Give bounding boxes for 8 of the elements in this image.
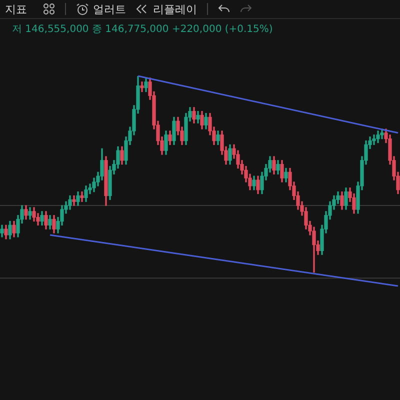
candlestick [140, 82, 144, 92]
candlestick [80, 191, 84, 202]
text: 리플레이 [153, 2, 197, 16]
candlestick [72, 195, 76, 206]
text: 얼러트 [93, 2, 126, 16]
candlestick [372, 134, 376, 146]
text: 지표 [5, 2, 27, 16]
text: 저 146,555,000 종 146,775,000 +220,000 (+0.15%) [12, 23, 273, 36]
